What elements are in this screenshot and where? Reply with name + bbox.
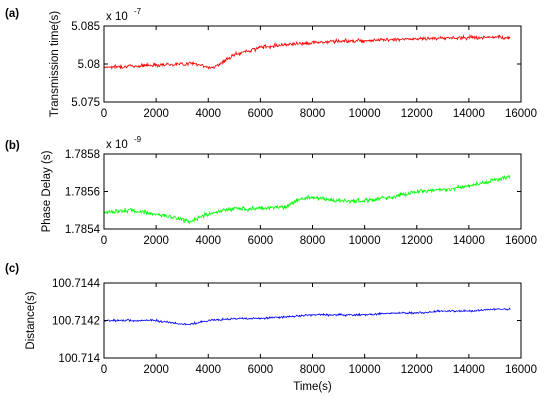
axis-multiplier-exponent: -9: [134, 135, 142, 144]
axis-multiplier-base: x 10: [106, 139, 128, 151]
x-tick-label: 10000: [349, 235, 381, 247]
x-tick-label: 14000: [453, 364, 485, 376]
axes-box: [103, 153, 522, 230]
x-tick-label: 12000: [401, 364, 433, 376]
x-tick-label: 4000: [195, 364, 221, 376]
x-axis-label: Time(s): [293, 381, 332, 393]
series-line: [103, 33, 511, 70]
y-axis-label: Phase Delay (s): [41, 150, 53, 232]
x-tick-label: 16000: [505, 364, 537, 376]
y-tick-label: 100.714: [58, 353, 100, 365]
y-tick-label: 5.075: [71, 97, 100, 109]
y-tick-label: 100.7142: [52, 316, 100, 328]
y-tick-label: 100.7144: [52, 278, 101, 290]
y-tick-label: 5.08: [78, 59, 100, 71]
x-tick-label: 4000: [195, 108, 221, 120]
x-tick-label: 16000: [505, 235, 537, 247]
x-tick-label: 4000: [195, 235, 221, 247]
series-line: [104, 174, 511, 225]
panel-1: 0 2000 4000 6000 8000 10000 12000 14000 16000 1.7…: [5, 135, 537, 247]
axis-multiplier-exponent: -7: [134, 7, 142, 16]
x-tick-label: 0: [101, 108, 107, 120]
x-tick-label: 12000: [401, 108, 433, 120]
x-tick-label: 14000: [453, 235, 485, 247]
x-tick-label: 6000: [248, 364, 274, 376]
x-tick-label: 12000: [401, 235, 433, 247]
x-tick-label: 8000: [300, 364, 326, 376]
x-tick-label: 2000: [143, 364, 169, 376]
series-line: [103, 307, 511, 326]
x-tick-label: 10000: [349, 364, 381, 376]
x-tick-label: 8000: [300, 108, 326, 120]
x-tick-label: 6000: [248, 108, 274, 120]
y-tick-label: 1.7856: [65, 187, 100, 199]
x-tick-label: 2000: [143, 235, 169, 247]
x-tick-label: 10000: [349, 108, 381, 120]
panel-0: 0 2000 4000 6000 8000 10000 12000 14000 16000 5.0…: [5, 7, 537, 120]
panel-label: (c): [5, 263, 19, 275]
panel-label: (a): [5, 8, 19, 20]
y-axis-label: Transmission time(s): [49, 11, 61, 117]
axes-box: [103, 282, 522, 359]
panel-2: 0 2000 4000 6000 8000 10000 12000 14000 16000 100…: [5, 263, 537, 393]
x-tick-label: 0: [101, 364, 107, 376]
y-axis-label: Distance(s): [25, 291, 37, 349]
x-tick-label: 6000: [248, 235, 274, 247]
x-tick-label: 14000: [453, 108, 485, 120]
y-tick-label: 1.7854: [65, 224, 101, 236]
y-tick-label: 1.7858: [65, 149, 100, 161]
x-tick-label: 0: [101, 235, 107, 247]
x-tick-label: 2000: [143, 108, 169, 120]
x-tick-label: 8000: [300, 235, 326, 247]
x-tick-label: 16000: [505, 108, 537, 120]
y-tick-label: 5.085: [71, 21, 100, 33]
axis-multiplier-base: x 10: [106, 11, 128, 23]
panel-label: (b): [5, 140, 20, 152]
